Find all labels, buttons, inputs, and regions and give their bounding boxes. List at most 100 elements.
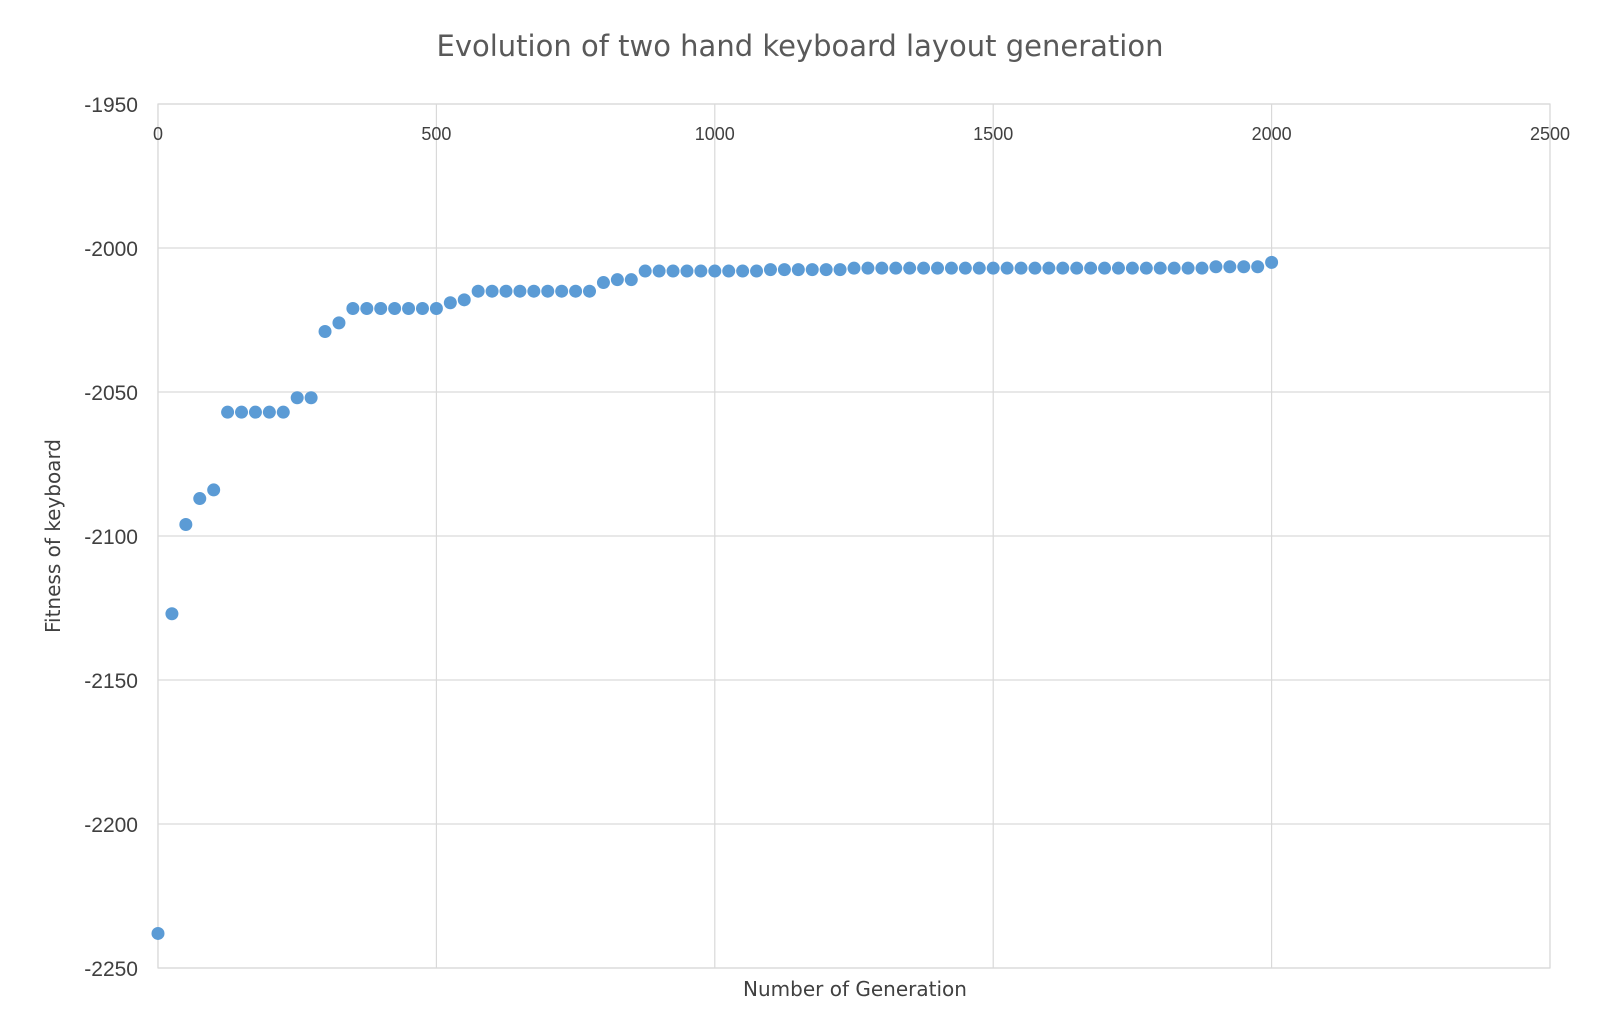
gridlines — [158, 104, 1550, 968]
data-point — [444, 296, 457, 309]
data-point — [527, 285, 540, 298]
data-point — [597, 276, 610, 289]
data-point — [889, 262, 902, 275]
data-point — [1098, 262, 1111, 275]
y-tick-label: -2050 — [84, 382, 138, 405]
data-point — [249, 406, 262, 419]
data-point — [430, 302, 443, 315]
x-axis-title: Number of Generation — [743, 977, 967, 1001]
data-point — [263, 406, 276, 419]
data-point — [708, 265, 721, 278]
data-point — [931, 262, 944, 275]
data-point — [179, 518, 192, 531]
y-tick-label: -2150 — [84, 670, 138, 693]
data-point — [792, 263, 805, 276]
data-point — [1056, 262, 1069, 275]
data-point — [458, 293, 471, 306]
data-point — [513, 285, 526, 298]
data-point — [1154, 262, 1167, 275]
data-point — [653, 265, 666, 278]
data-point — [207, 483, 220, 496]
data-point — [1015, 262, 1028, 275]
data-point — [277, 406, 290, 419]
chart-title: Evolution of two hand keyboard layout ge… — [437, 29, 1164, 63]
data-point — [319, 325, 332, 338]
data-point — [152, 927, 165, 940]
data-point — [848, 262, 861, 275]
data-point — [221, 406, 234, 419]
data-point — [694, 265, 707, 278]
data-point — [1070, 262, 1083, 275]
data-point — [1223, 260, 1236, 273]
data-point — [820, 263, 833, 276]
data-point — [1126, 262, 1139, 275]
data-point — [235, 406, 248, 419]
data-point — [861, 262, 874, 275]
data-point — [639, 265, 652, 278]
data-point — [722, 265, 735, 278]
data-point — [903, 262, 916, 275]
data-point — [332, 316, 345, 329]
data-point — [987, 262, 1000, 275]
data-point — [680, 265, 693, 278]
data-point — [1209, 260, 1222, 273]
data-point — [374, 302, 387, 315]
data-point — [1251, 260, 1264, 273]
data-point — [416, 302, 429, 315]
data-point — [1182, 262, 1195, 275]
data-point — [959, 262, 972, 275]
y-axis-title: Fitness of keyboard — [41, 439, 65, 633]
data-point — [945, 262, 958, 275]
y-tick-label: -2100 — [84, 526, 138, 549]
data-point — [360, 302, 373, 315]
y-tick-label: -1950 — [84, 94, 138, 117]
data-point — [1237, 260, 1250, 273]
data-point — [736, 265, 749, 278]
data-point — [165, 607, 178, 620]
data-point — [388, 302, 401, 315]
data-point — [764, 263, 777, 276]
data-point — [973, 262, 986, 275]
data-point — [402, 302, 415, 315]
data-point — [1112, 262, 1125, 275]
data-point — [917, 262, 930, 275]
y-axis-ticks: -1950 -2000 -2050 -2100 -2150 -2200 -2250 — [84, 94, 138, 981]
data-point — [1168, 262, 1181, 275]
data-point — [834, 263, 847, 276]
data-point — [346, 302, 359, 315]
y-tick-label: -2000 — [84, 238, 138, 261]
data-point — [486, 285, 499, 298]
data-point — [1001, 262, 1014, 275]
data-point — [541, 285, 554, 298]
data-point — [667, 265, 680, 278]
x-tick-label: 2500 — [1530, 124, 1570, 144]
data-point — [569, 285, 582, 298]
data-point — [291, 391, 304, 404]
data-point — [611, 273, 624, 286]
x-tick-label: 500 — [421, 124, 451, 144]
data-point — [806, 263, 819, 276]
data-point — [875, 262, 888, 275]
data-point — [472, 285, 485, 298]
x-axis-ticks: 0 500 1000 1500 2000 2500 — [153, 124, 1570, 144]
data-point — [1084, 262, 1097, 275]
x-tick-label: 0 — [153, 124, 163, 144]
y-tick-label: -2250 — [84, 958, 138, 981]
data-point — [1028, 262, 1041, 275]
data-point — [193, 492, 206, 505]
data-point — [1196, 262, 1209, 275]
data-point — [1042, 262, 1055, 275]
data-point — [1265, 256, 1278, 269]
x-tick-label: 1500 — [973, 124, 1013, 144]
y-tick-label: -2200 — [84, 814, 138, 837]
data-point — [1140, 262, 1153, 275]
x-tick-label: 2000 — [1252, 124, 1292, 144]
x-tick-label: 1000 — [695, 124, 735, 144]
data-point — [500, 285, 513, 298]
data-point — [555, 285, 568, 298]
data-point — [778, 263, 791, 276]
data-point — [625, 273, 638, 286]
data-point — [305, 391, 318, 404]
data-point — [583, 285, 596, 298]
